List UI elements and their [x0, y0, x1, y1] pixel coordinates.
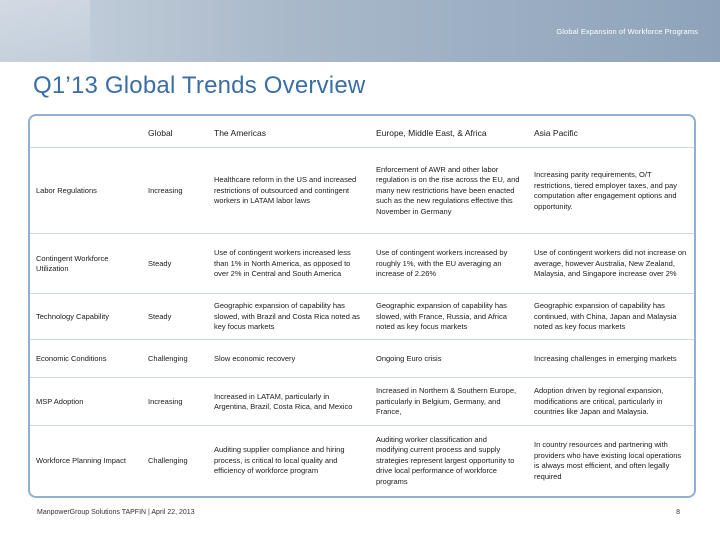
header-cell-emea: Europe, Middle East, & Africa [376, 127, 487, 138]
cell-apac: Use of contingent workers did not increa… [534, 248, 687, 279]
row-label: MSP Adoption [36, 396, 84, 406]
table-frame [28, 114, 696, 498]
cell-americas: Auditing supplier compliance and hiring … [214, 445, 345, 476]
slide-title: Q1’13 Global Trends Overview [33, 72, 366, 99]
cell-emea: Use of contingent workers increased by r… [376, 248, 508, 279]
cell-global: Increasing [148, 396, 183, 406]
cell-emea: Auditing worker classification and modif… [376, 434, 515, 486]
table-row: Economic Conditions Challenging Slow eco… [30, 340, 694, 378]
cell-global: Steady [148, 311, 172, 321]
table-row: Workforce Planning Impact Challenging Au… [30, 426, 694, 496]
cell-apac: Geographic expansion of capability has c… [534, 301, 677, 332]
table-row: Contingent Workforce Utilization Steady … [30, 234, 694, 294]
table-header-row: Global The Americas Europe, Middle East,… [30, 118, 694, 148]
row-label: Workforce Planning Impact [36, 455, 126, 465]
header-accent [0, 0, 90, 62]
cell-global: Challenging [148, 455, 188, 465]
cell-emea: Ongoing Euro crisis [376, 353, 442, 363]
row-label: Labor Regulations [36, 185, 97, 195]
cell-apac: Increasing parity requirements, O/T rest… [534, 170, 677, 211]
footer-text: ManpowerGroup Solutions TAPFIN | April 2… [37, 509, 195, 516]
cell-apac: Adoption driven by regional expansion, m… [534, 386, 664, 417]
cell-americas: Use of contingent workers increased less… [214, 248, 351, 279]
cell-global: Increasing [148, 185, 183, 195]
cell-americas: Increased in LATAM, particularly in Arge… [214, 391, 353, 412]
table-row: Technology Capability Steady Geographic … [30, 294, 694, 340]
row-label: Technology Capability [36, 311, 109, 321]
cell-americas: Geographic expansion of capability has s… [214, 301, 360, 332]
cell-americas: Slow economic recovery [214, 353, 296, 363]
cell-americas: Healthcare reform in the US and increase… [214, 175, 357, 206]
header-band: Global Expansion of Workforce Programs [0, 0, 720, 62]
cell-emea: Increased in Northern & Southern Europe,… [376, 386, 517, 417]
page-number: 8 [676, 509, 680, 516]
cell-emea: Enforcement of AWR and other labor regul… [376, 164, 520, 216]
cell-global: Challenging [148, 353, 188, 363]
cell-apac: Increasing challenges in emerging market… [534, 353, 677, 363]
header-cell-americas: The Americas [214, 127, 266, 138]
header-cell-apac: Asia Pacific [534, 127, 578, 138]
header-text: Global Expansion of Workforce Programs [556, 27, 698, 36]
row-label: Economic Conditions [36, 353, 107, 363]
cell-apac: In country resources and partnering with… [534, 440, 682, 481]
table-row: MSP Adoption Increasing Increased in LAT… [30, 378, 694, 426]
cell-global: Steady [148, 258, 172, 268]
header-cell-blank [34, 118, 140, 148]
table-row: Labor Regulations Increasing Healthcare … [30, 148, 694, 234]
row-label: Contingent Workforce Utilization [36, 253, 109, 274]
header-cell-global: Global [148, 127, 173, 138]
cell-emea: Geographic expansion of capability has s… [376, 301, 507, 332]
